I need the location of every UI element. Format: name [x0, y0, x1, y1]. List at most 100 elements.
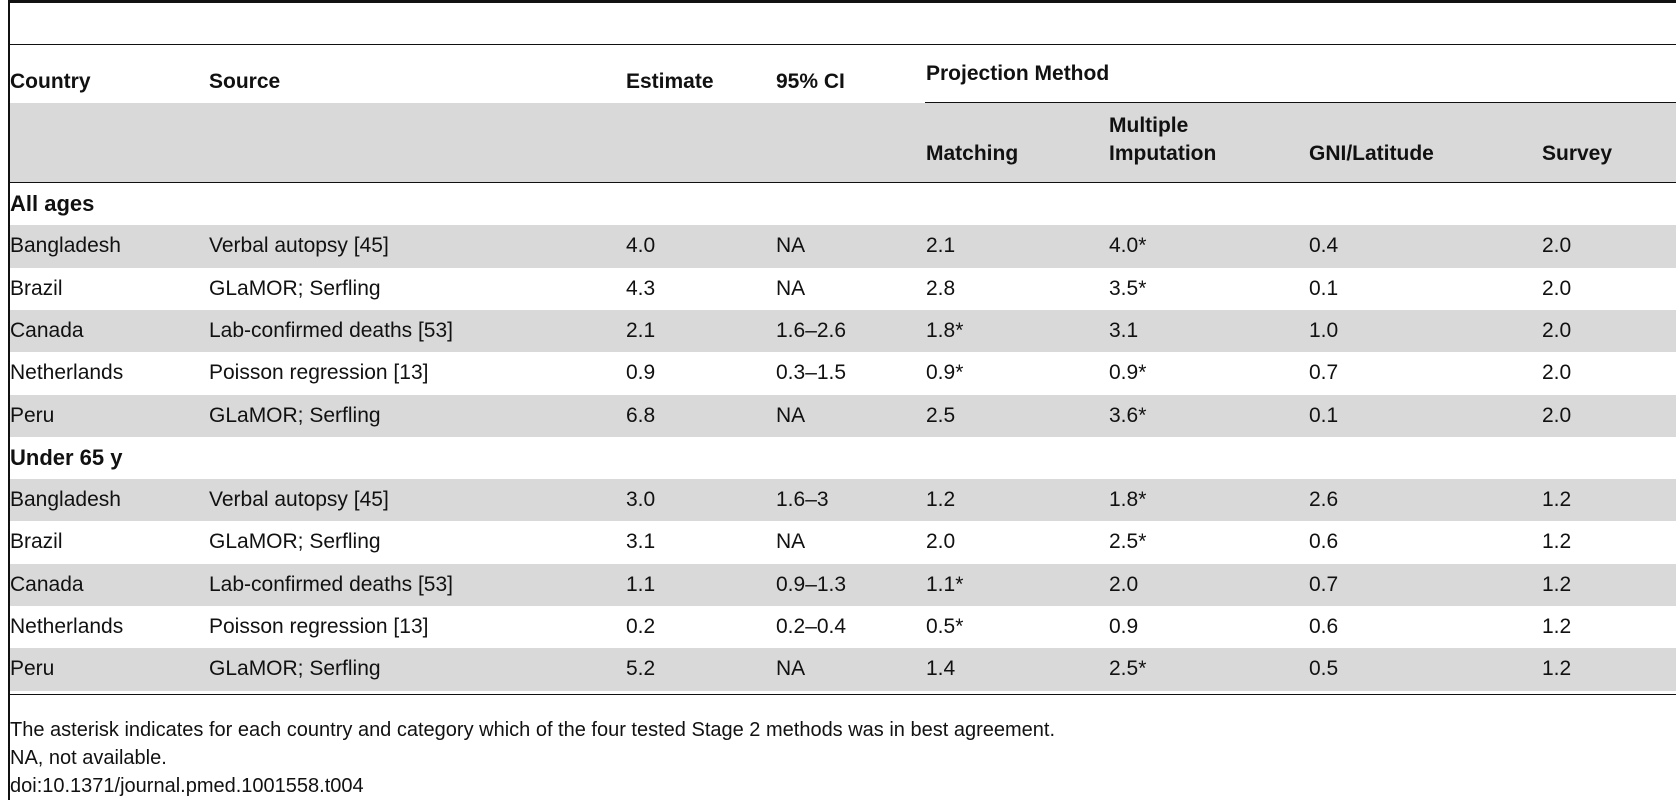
cell-survey: 2.0 [1542, 318, 1572, 342]
cell-gni: 0.7 [1309, 572, 1339, 596]
header-source: Source [209, 70, 281, 93]
cell-country: Bangladesh [10, 488, 121, 512]
cell-country: Netherlands [10, 361, 124, 385]
section-title: All ages [10, 191, 95, 216]
cell-gni: 0.5 [1309, 657, 1339, 681]
section-title: Under 65 y [10, 444, 123, 470]
cell-estimate: 3.1 [626, 530, 656, 554]
cell-survey: 2.0 [1542, 361, 1572, 385]
cell-survey: 1.2 [1542, 488, 1572, 512]
cell-estimate: 4.0 [626, 234, 656, 258]
cell-source: Verbal autopsy [45] [209, 234, 389, 258]
cell-multiple: 2.5* [1109, 657, 1147, 681]
header-projection-method: Projection Method [926, 62, 1110, 85]
row-band [10, 563, 1676, 606]
cell-multiple: 3.1 [1109, 318, 1139, 342]
left-border [8, 0, 10, 800]
cell-source: Poisson regression [13] [209, 361, 429, 385]
cell-country: Netherlands [10, 615, 124, 638]
cell-country: Brazil [10, 276, 63, 300]
cell-country: Peru [10, 657, 55, 681]
cell-survey: 2.0 [1542, 276, 1572, 300]
cell-matching: 0.9* [926, 361, 964, 385]
cell-ci: NA [776, 403, 806, 427]
header-multiple-line1: Multiple [1109, 114, 1189, 137]
cell-estimate: 0.9 [626, 361, 656, 385]
cell-estimate: 6.8 [626, 403, 656, 427]
cell-matching: 2.8 [926, 276, 956, 300]
cell-survey: 1.2 [1542, 530, 1572, 554]
cell-gni: 1.0 [1309, 318, 1339, 342]
cell-multiple: 4.0* [1109, 234, 1147, 258]
cell-country: Canada [10, 572, 84, 596]
cell-source: Lab-confirmed deaths [53] [209, 318, 453, 342]
cell-estimate: 4.3 [626, 276, 656, 300]
projection-underline [925, 102, 1676, 103]
row-band [10, 225, 1676, 268]
cell-ci: 0.9–1.3 [776, 572, 847, 596]
cell-multiple: 0.9* [1109, 361, 1147, 385]
cell-ci: 1.6–3 [776, 488, 829, 512]
cell-ci: NA [776, 657, 806, 681]
cell-matching: 1.4 [926, 657, 956, 681]
cell-multiple: 0.9 [1109, 615, 1139, 638]
row-band [10, 479, 1676, 522]
row-band [10, 648, 1676, 691]
cell-multiple: 3.5* [1109, 276, 1147, 300]
cell-survey: 1.2 [1542, 572, 1572, 596]
cell-gni: 0.1 [1309, 403, 1339, 427]
cell-source: GLaMOR; Serfling [209, 657, 381, 681]
cell-gni: 0.6 [1309, 530, 1339, 554]
cell-survey: 1.2 [1542, 657, 1572, 681]
cell-matching: 1.2 [926, 488, 956, 512]
header-matching: Matching [926, 142, 1019, 165]
header-band [10, 103, 1676, 182]
cell-ci: 1.6–2.6 [776, 318, 847, 342]
header-country: Country [10, 70, 91, 93]
cell-gni: 0.1 [1309, 276, 1339, 300]
cell-country: Peru [10, 403, 55, 427]
header-survey: Survey [1542, 142, 1613, 165]
cell-source: GLaMOR; Serfling [209, 276, 381, 300]
cell-matching: 1.1* [926, 572, 964, 596]
footnote-na: NA, not available. [10, 747, 167, 769]
cell-estimate: 1.1 [626, 572, 656, 596]
header-multiple-line2: Imputation [1109, 142, 1217, 165]
cell-matching: 0.5* [926, 615, 964, 638]
header-ci: 95% CI [776, 70, 845, 93]
cell-multiple: 1.8* [1109, 488, 1147, 512]
header-bottom-rule [8, 182, 1676, 183]
cell-source: GLaMOR; Serfling [209, 530, 381, 554]
cell-multiple: 2.5* [1109, 530, 1147, 554]
cell-source: Poisson regression [13] [209, 615, 429, 638]
cell-gni: 0.7 [1309, 361, 1339, 385]
cell-matching: 2.0 [926, 530, 956, 554]
top-border [8, 0, 1676, 3]
cell-estimate: 2.1 [626, 318, 656, 342]
cell-survey: 1.2 [1542, 615, 1572, 638]
cell-source: Lab-confirmed deaths [53] [209, 572, 453, 596]
footnote-asterisk: The asterisk indicates for each country … [10, 719, 1056, 741]
cell-ci: NA [776, 234, 806, 258]
cell-estimate: 3.0 [626, 488, 656, 512]
cell-source: GLaMOR; Serfling [209, 403, 381, 427]
header-gni-latitude: GNI/Latitude [1309, 142, 1434, 165]
cell-matching: 2.1 [926, 234, 956, 258]
cell-ci: NA [776, 530, 806, 554]
cell-ci: 0.2–0.4 [776, 615, 847, 638]
cell-matching: 2.5 [926, 403, 956, 427]
cell-survey: 2.0 [1542, 234, 1572, 258]
cell-country: Bangladesh [10, 234, 121, 258]
cell-ci: NA [776, 276, 806, 300]
row-band [10, 394, 1676, 437]
cell-country: Canada [10, 318, 84, 342]
row-band [10, 309, 1676, 353]
cell-estimate: 5.2 [626, 657, 656, 681]
cell-gni: 0.4 [1309, 234, 1339, 258]
cell-gni: 2.6 [1309, 488, 1339, 512]
cell-matching: 1.8* [926, 318, 964, 342]
cell-ci: 0.3–1.5 [776, 361, 847, 385]
cell-multiple: 2.0 [1109, 572, 1139, 596]
cell-survey: 2.0 [1542, 403, 1572, 427]
cell-estimate: 0.2 [626, 615, 656, 638]
